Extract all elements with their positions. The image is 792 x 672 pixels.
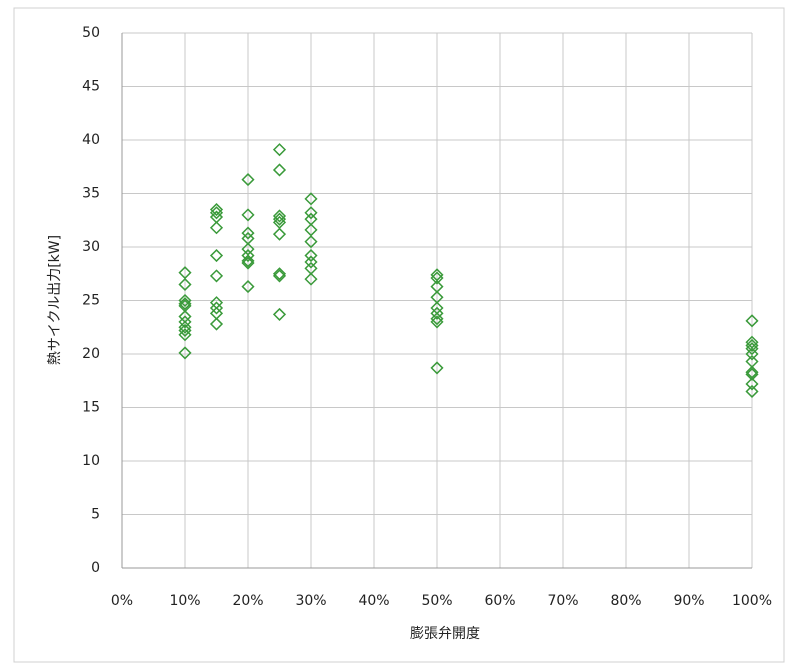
x-tick-label: 40%	[358, 593, 389, 609]
y-tick-label: 0	[91, 560, 100, 576]
scatter-point	[745, 314, 759, 328]
scatter-point	[178, 293, 192, 308]
scatter-point	[272, 267, 287, 281]
y-tick-label: 30	[82, 239, 100, 255]
scatter-point	[430, 306, 444, 320]
scatter-point	[241, 173, 255, 187]
x-tick-label: 90%	[673, 593, 704, 609]
scatter-point	[241, 226, 255, 240]
scatter-point	[272, 212, 287, 226]
scatter-point	[430, 312, 444, 326]
scatter-point	[304, 255, 318, 269]
chart-frame	[13, 7, 785, 663]
scatter-point	[272, 227, 287, 241]
scatter-point	[241, 280, 255, 294]
scatter-point	[430, 271, 444, 285]
x-tick-label: 0%	[111, 593, 133, 609]
scatter-point	[178, 328, 192, 342]
x-axis-label: 膨張弁開度	[410, 625, 480, 642]
scatter-point	[272, 143, 287, 157]
scatter-point	[178, 320, 192, 334]
scatter-point	[304, 272, 318, 286]
scatter-point	[745, 347, 759, 361]
scatter-point	[272, 163, 287, 177]
x-tick-label: 20%	[232, 593, 263, 609]
scatter-point	[209, 269, 224, 283]
scatter-point	[241, 248, 255, 263]
scatter-point	[745, 377, 759, 391]
scatter-point	[241, 208, 255, 222]
scatter-point	[745, 367, 759, 381]
x-tick-label: 30%	[295, 593, 326, 609]
scatter-point	[745, 384, 759, 399]
scatter-point	[209, 248, 224, 263]
y-tick-label: 45	[82, 79, 100, 95]
scatter-point	[209, 317, 224, 331]
scatter-point	[178, 297, 192, 311]
scatter-point	[304, 248, 318, 263]
y-tick-label: 25	[82, 293, 100, 309]
scatter-point	[304, 206, 318, 220]
scatter-point	[209, 221, 224, 235]
scatter-point	[745, 338, 759, 353]
scatter-point	[178, 315, 192, 329]
y-tick-label: 5	[91, 507, 100, 523]
y-tick-label: 50	[82, 25, 100, 41]
y-tick-label: 20	[82, 346, 100, 362]
x-tick-label: 100%	[732, 593, 772, 609]
x-tick-label: 60%	[484, 593, 515, 609]
scatter-point	[209, 206, 224, 220]
x-tick-label: 80%	[610, 593, 641, 609]
y-tick-label: 15	[82, 400, 100, 416]
scatter-point	[745, 342, 759, 356]
scatter-point	[178, 346, 192, 360]
scatter-point	[272, 307, 287, 321]
y-tick-label: 40	[82, 132, 100, 148]
scatter-point	[209, 301, 224, 315]
scatter-point	[430, 361, 444, 375]
scatter-point	[304, 192, 318, 206]
x-tick-label: 70%	[547, 593, 578, 609]
x-tick-label: 10%	[169, 593, 200, 609]
scatter-point	[178, 277, 192, 292]
y-tick-label: 10	[82, 453, 100, 469]
scatter-point	[272, 209, 287, 223]
scatter-point	[178, 323, 192, 338]
scatter-point	[241, 256, 255, 270]
scatter-point	[209, 202, 224, 217]
y-tick-label: 35	[82, 186, 100, 202]
scatter-point	[304, 235, 318, 249]
x-tick-label: 50%	[421, 593, 452, 609]
y-axis-label: 熱サイクル出力[kW]	[47, 235, 63, 365]
scatter-point	[272, 269, 287, 283]
scatter-point	[241, 254, 255, 268]
scatter-point	[430, 315, 444, 329]
